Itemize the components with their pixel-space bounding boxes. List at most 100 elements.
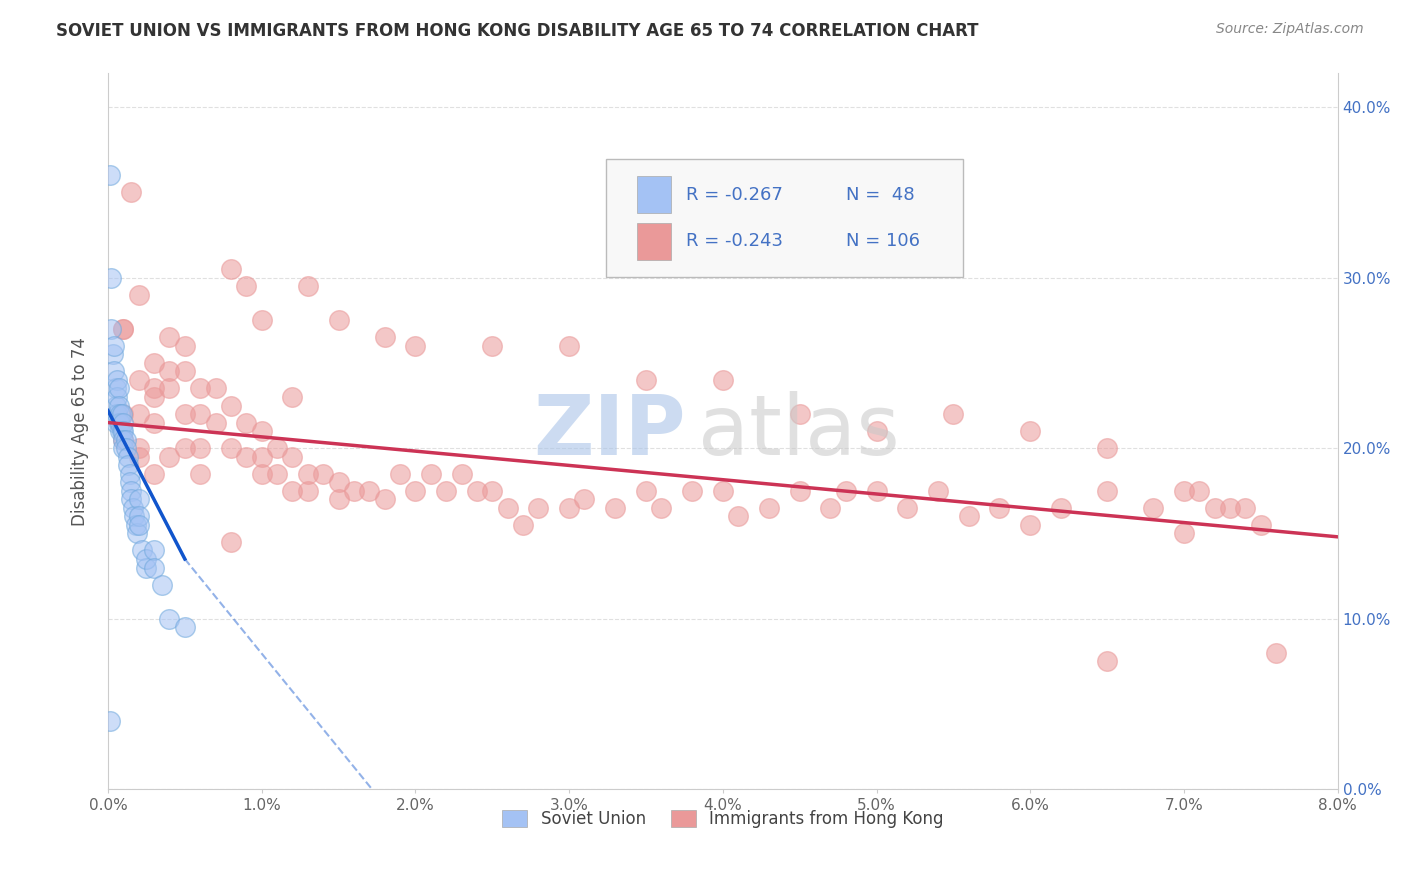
Point	[389, 467, 412, 481]
Point	[527, 500, 550, 515]
Point	[204, 382, 226, 396]
FancyBboxPatch shape	[606, 159, 963, 277]
Point	[219, 535, 242, 549]
Point	[927, 483, 949, 498]
Point	[110, 407, 132, 421]
Point	[250, 450, 273, 464]
Point	[150, 577, 173, 591]
Point	[107, 416, 129, 430]
Point	[143, 416, 166, 430]
Y-axis label: Disability Age 65 to 74: Disability Age 65 to 74	[72, 336, 89, 525]
Point	[434, 483, 457, 498]
Point	[128, 441, 150, 455]
Point	[343, 483, 366, 498]
Point	[328, 313, 350, 327]
Point	[173, 339, 195, 353]
Point	[1095, 654, 1118, 668]
Point	[103, 339, 125, 353]
Point	[143, 543, 166, 558]
Point	[865, 424, 887, 438]
Point	[128, 287, 150, 301]
Point	[159, 382, 181, 396]
Point	[297, 483, 319, 498]
Point	[173, 407, 195, 421]
Point	[117, 458, 139, 473]
Point	[942, 407, 965, 421]
Point	[1188, 483, 1211, 498]
Point	[173, 620, 195, 634]
Point	[112, 441, 135, 455]
Point	[112, 322, 135, 336]
Point	[711, 483, 734, 498]
Point	[758, 500, 780, 515]
Point	[820, 500, 842, 515]
Point	[328, 492, 350, 507]
Point	[112, 433, 135, 447]
Point	[574, 492, 596, 507]
Point	[112, 424, 135, 438]
Point	[374, 330, 396, 344]
Point	[98, 714, 121, 728]
Point	[105, 407, 128, 421]
Point	[120, 186, 142, 200]
Point	[118, 467, 141, 481]
Point	[103, 364, 125, 378]
Point	[404, 483, 426, 498]
Point	[496, 500, 519, 515]
Point	[173, 441, 195, 455]
Point	[1095, 441, 1118, 455]
Point	[173, 364, 195, 378]
Text: R = -0.243: R = -0.243	[686, 232, 783, 251]
Point	[117, 450, 139, 464]
Point	[219, 441, 242, 455]
Point	[128, 373, 150, 387]
Point	[111, 424, 134, 438]
Point	[235, 279, 257, 293]
Point	[711, 373, 734, 387]
Bar	[637, 223, 671, 260]
Point	[1019, 517, 1042, 532]
Point	[131, 543, 153, 558]
Point	[219, 262, 242, 277]
Point	[112, 416, 135, 430]
Text: Source: ZipAtlas.com: Source: ZipAtlas.com	[1216, 22, 1364, 37]
Point	[128, 509, 150, 524]
Point	[128, 492, 150, 507]
Point	[115, 433, 138, 447]
Point	[650, 500, 672, 515]
Point	[104, 416, 127, 430]
Point	[110, 424, 132, 438]
Point	[107, 399, 129, 413]
Point	[188, 382, 211, 396]
Point	[101, 347, 124, 361]
Point	[1234, 500, 1257, 515]
Point	[558, 339, 581, 353]
Point	[1050, 500, 1073, 515]
Point	[105, 373, 128, 387]
Point	[512, 517, 534, 532]
Point	[865, 483, 887, 498]
Point	[281, 390, 304, 404]
Point	[143, 467, 166, 481]
Point	[634, 373, 657, 387]
Text: SOVIET UNION VS IMMIGRANTS FROM HONG KONG DISABILITY AGE 65 TO 74 CORRELATION CH: SOVIET UNION VS IMMIGRANTS FROM HONG KON…	[56, 22, 979, 40]
Point	[135, 552, 157, 566]
Point	[1204, 500, 1226, 515]
Point	[634, 483, 657, 498]
Point	[128, 407, 150, 421]
Point	[188, 441, 211, 455]
Point	[235, 450, 257, 464]
Point	[250, 424, 273, 438]
Point	[328, 475, 350, 490]
Point	[312, 467, 335, 481]
Point	[1219, 500, 1241, 515]
Point	[105, 390, 128, 404]
Point	[988, 500, 1011, 515]
Point	[143, 560, 166, 574]
Point	[115, 441, 138, 455]
Point	[159, 364, 181, 378]
Point	[120, 483, 142, 498]
Point	[128, 450, 150, 464]
Point	[481, 483, 503, 498]
Point	[297, 467, 319, 481]
